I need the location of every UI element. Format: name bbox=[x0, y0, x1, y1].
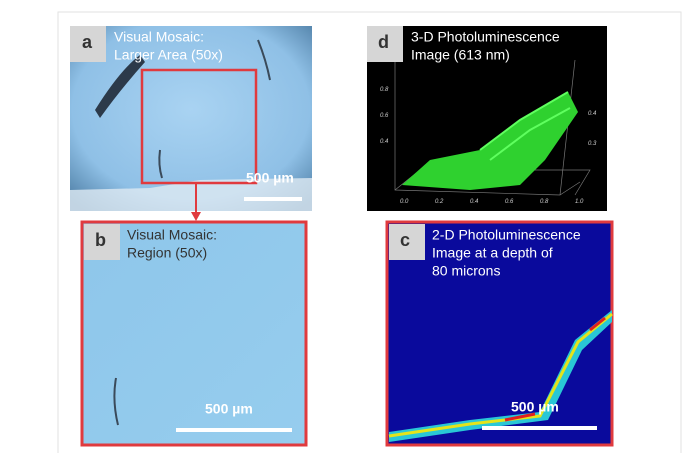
panel-letter: b bbox=[95, 230, 106, 250]
tick-label: 0.3 bbox=[588, 141, 597, 147]
tick-label: 0.6 bbox=[505, 199, 514, 205]
tick-label: 0.8 bbox=[380, 87, 389, 93]
tick-label: 0.4 bbox=[588, 111, 597, 117]
caption: 80 microns bbox=[432, 262, 500, 278]
caption: Larger Area (50x) bbox=[114, 46, 223, 62]
caption: 2-D Photoluminescence bbox=[432, 226, 581, 242]
tick-label: 0.6 bbox=[380, 113, 389, 119]
panel-a: a Visual Mosaic: Larger Area (50x) 500 µ… bbox=[70, 26, 312, 211]
panel-letter: c bbox=[400, 230, 410, 250]
caption: Image at a depth of bbox=[432, 244, 553, 260]
tick-label: 0.4 bbox=[470, 199, 479, 205]
tick-label: 0.0 bbox=[400, 199, 409, 205]
panel-d: d 3-D Photoluminescence Image (613 nm) 0… bbox=[367, 26, 607, 211]
scale-label: 500 µm bbox=[246, 169, 294, 185]
figure: a Visual Mosaic: Larger Area (50x) 500 µ… bbox=[0, 0, 697, 453]
tick-label: 0.2 bbox=[435, 199, 444, 205]
tick-label: 0.4 bbox=[380, 139, 389, 145]
panel-c: c 2-D Photoluminescence Image at a depth… bbox=[387, 222, 612, 445]
tick-label: 1.0 bbox=[575, 199, 584, 205]
tick-label: 0.8 bbox=[540, 199, 549, 205]
caption: Region (50x) bbox=[127, 244, 207, 260]
panel-b: b Visual Mosaic: Region (50x) 500 µm bbox=[82, 222, 306, 445]
caption: 3-D Photoluminescence bbox=[411, 28, 560, 44]
scale-label: 500 µm bbox=[511, 398, 559, 414]
caption: Visual Mosaic: bbox=[114, 28, 204, 44]
panel-letter: d bbox=[378, 32, 389, 52]
panel-letter: a bbox=[82, 32, 93, 52]
scale-label: 500 µm bbox=[205, 400, 253, 416]
caption: Image (613 nm) bbox=[411, 46, 510, 62]
caption: Visual Mosaic: bbox=[127, 226, 217, 242]
